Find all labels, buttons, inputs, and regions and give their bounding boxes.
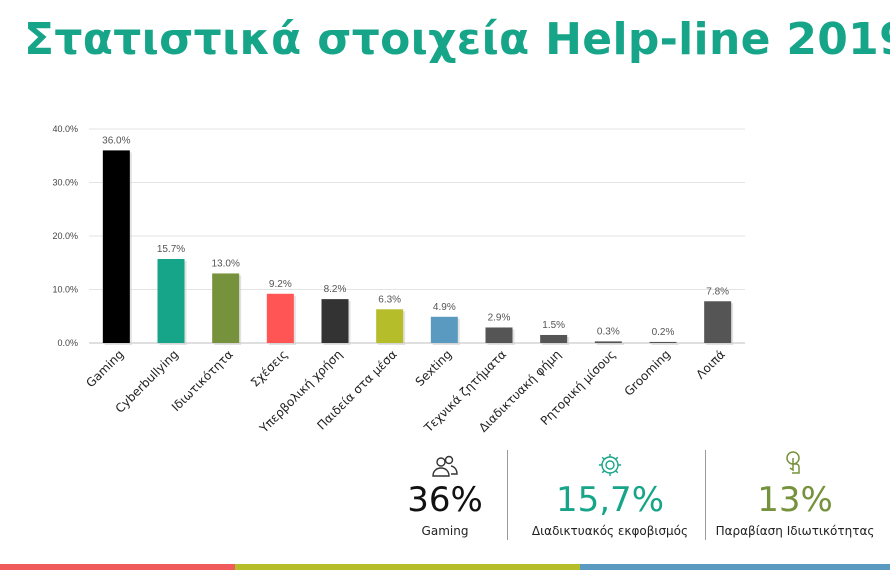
data-label: 1.5% <box>542 320 565 331</box>
stat-value: 36% <box>407 480 483 520</box>
bar <box>376 309 404 343</box>
data-label: 2.9% <box>488 312 511 323</box>
touch-icon <box>710 448 880 478</box>
bar <box>540 334 568 343</box>
bar <box>485 327 513 343</box>
footer-segment <box>0 564 235 570</box>
data-label: 9.2% <box>269 279 292 290</box>
bar <box>594 341 622 343</box>
stat-label: Gaming <box>421 524 469 538</box>
data-label: 7.8% <box>706 286 729 297</box>
x-tick-label: Λοιπά <box>693 347 728 382</box>
y-tick-label: 40.0% <box>52 124 78 134</box>
bar-chart: 0.0% 10.0% 20.0% 30.0% 40.0% 36.0% Gaming 15.7%… <box>52 124 745 436</box>
stat-value: 15,7% <box>555 480 664 520</box>
footer-segment <box>235 564 580 570</box>
stat-value: 13% <box>757 480 833 520</box>
bar <box>704 301 732 343</box>
bar <box>212 273 240 343</box>
gear-icon <box>520 448 700 478</box>
data-label: 4.9% <box>433 302 456 313</box>
data-label: 15.7% <box>157 244 185 255</box>
stat-label: Διαδικτυακός εκφοβισμός <box>531 524 689 538</box>
y-tick-label: 0.0% <box>57 338 78 348</box>
y-tick-label: 20.0% <box>52 231 78 241</box>
bar-shadow <box>651 343 679 345</box>
y-tick-label: 10.0% <box>52 285 78 295</box>
bar <box>321 299 349 343</box>
footer-segment <box>580 564 890 570</box>
stat-cyberbullying: 15,7% Διαδικτυακός εκφοβισμός <box>520 448 700 538</box>
data-label: 0.2% <box>652 327 675 338</box>
data-label: 13.0% <box>211 258 239 269</box>
x-tick-label: Σχέσεις <box>248 347 291 390</box>
x-tick-label: Sexting <box>413 347 455 389</box>
stat-divider <box>705 450 706 540</box>
data-label: 36.0% <box>102 135 130 146</box>
x-tick-label: Gaming <box>83 347 126 390</box>
bar <box>102 150 130 343</box>
x-tick-label: Grooming <box>622 347 674 399</box>
stat-label: Παραβίαση Ιδιωτικότητας <box>715 524 875 538</box>
page-title: Στατιστικά στοιχεία Help-line 2019 <box>24 14 890 65</box>
footer-color-bar <box>0 564 890 570</box>
users-icon <box>390 448 500 478</box>
stat-privacy: 13% Παραβίαση Ιδιωτικότητας <box>710 448 880 538</box>
data-label: 8.2% <box>324 284 347 295</box>
stat-gaming: 36% Gaming <box>390 448 500 538</box>
stat-divider <box>507 450 508 540</box>
y-tick-label: 30.0% <box>52 178 78 188</box>
data-label: 0.3% <box>597 326 620 337</box>
bar <box>266 293 294 343</box>
bar <box>157 259 185 343</box>
bar-shadow <box>596 343 624 345</box>
bar <box>430 316 458 343</box>
bar <box>649 341 677 343</box>
data-label: 6.3% <box>378 294 401 305</box>
